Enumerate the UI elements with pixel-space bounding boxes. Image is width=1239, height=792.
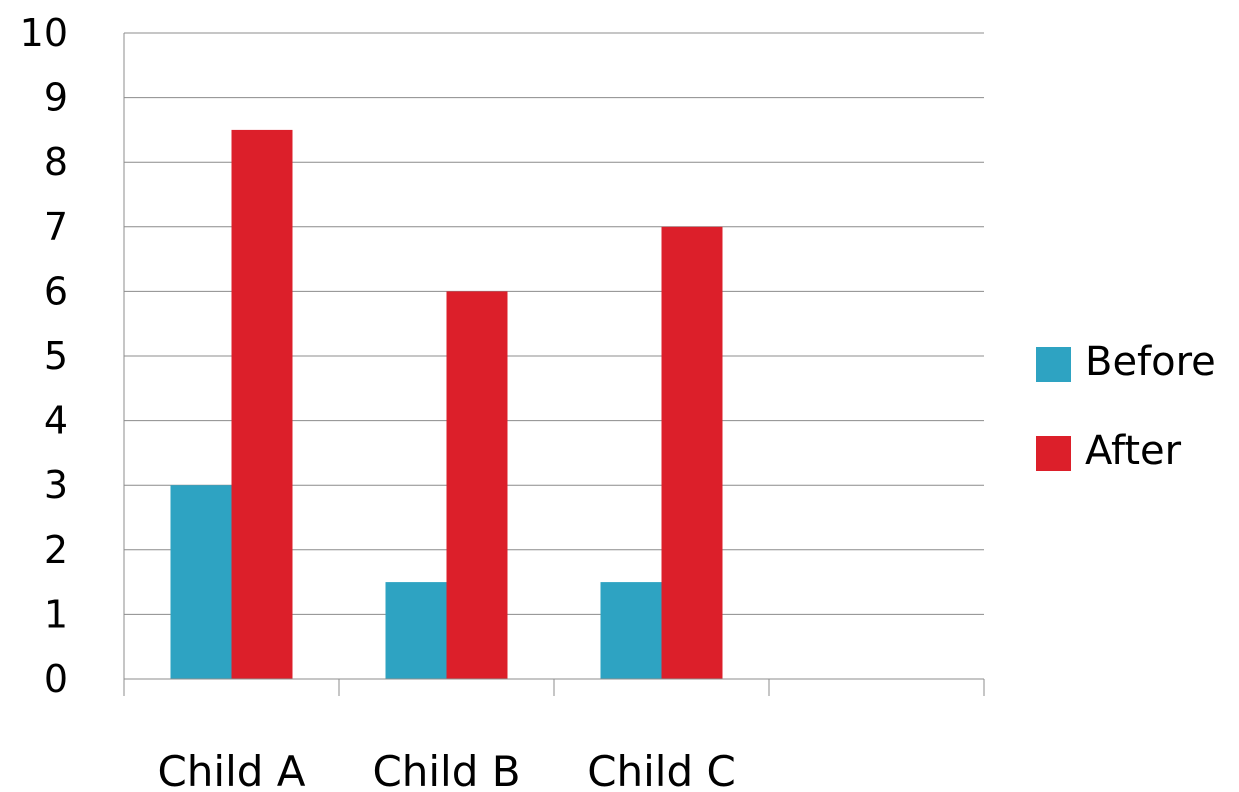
- x-axis-category-labels: Child A Child B Child C: [157, 747, 735, 792]
- x-category-label: Child A: [157, 747, 305, 792]
- bar-before-child-b: [385, 582, 447, 679]
- bar-after-child-c: [661, 226, 723, 680]
- y-tick-label: 0: [44, 657, 68, 701]
- legend-swatch-before: [1036, 347, 1071, 382]
- y-tick-label: 3: [44, 463, 68, 507]
- y-tick-label: 10: [20, 11, 68, 55]
- bar-before-child-a: [170, 485, 232, 679]
- y-tick-label: 9: [44, 76, 68, 120]
- legend: Before After: [1036, 339, 1216, 474]
- bar-after-child-a: [231, 129, 293, 679]
- y-tick-label: 6: [44, 269, 68, 313]
- legend-label-before: Before: [1085, 339, 1216, 385]
- legend-swatch-after: [1036, 436, 1071, 471]
- y-tick-label: 7: [44, 205, 68, 249]
- x-category-label: Child B: [372, 747, 520, 792]
- y-tick-label: 4: [44, 399, 68, 443]
- x-axis: [123, 33, 985, 696]
- y-axis-tick-labels: 0 1 2 3 4 5 6 7 8 9 10: [20, 11, 68, 701]
- legend-label-after: After: [1085, 428, 1182, 474]
- y-tick-label: 1: [44, 592, 68, 636]
- y-tick-label: 2: [44, 528, 68, 572]
- bar-after-child-b: [446, 291, 508, 679]
- bars: [170, 129, 723, 680]
- x-category-label: Child C: [587, 747, 736, 792]
- bar-before-child-c: [600, 582, 662, 679]
- y-tick-label: 5: [44, 334, 68, 378]
- y-tick-label: 8: [44, 140, 68, 184]
